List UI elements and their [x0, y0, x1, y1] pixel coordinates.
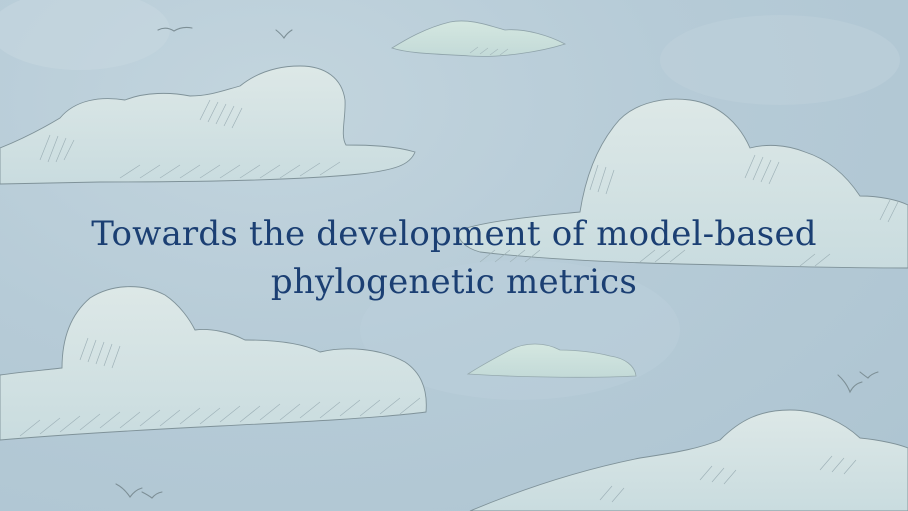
bird-icon: [157, 26, 193, 32]
cloud-icon: [391, 20, 567, 57]
cloud-icon: [0, 286, 427, 441]
bird-icon: [837, 374, 863, 394]
cloud-icon: [0, 65, 416, 185]
bird-icon: [275, 29, 293, 39]
bird-icon: [141, 491, 163, 499]
title-container: Towards the development of model-based p…: [60, 210, 848, 306]
cloud-icon: [458, 98, 908, 269]
slide-title: Towards the development of model-based p…: [91, 214, 817, 302]
cloud-icon: [469, 409, 908, 511]
bird-icon: [859, 371, 879, 379]
cloud-icon: [466, 343, 637, 378]
bird-icon: [115, 483, 143, 498]
